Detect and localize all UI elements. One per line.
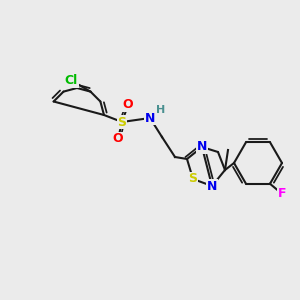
- Text: O: O: [123, 98, 133, 112]
- Text: N: N: [207, 179, 217, 193]
- Text: S: S: [118, 116, 127, 128]
- Text: N: N: [197, 140, 207, 154]
- Text: F: F: [278, 187, 286, 200]
- Text: S: S: [188, 172, 197, 185]
- Text: N: N: [145, 112, 155, 124]
- Text: O: O: [113, 133, 123, 146]
- Text: H: H: [156, 105, 166, 115]
- Text: Cl: Cl: [65, 74, 78, 87]
